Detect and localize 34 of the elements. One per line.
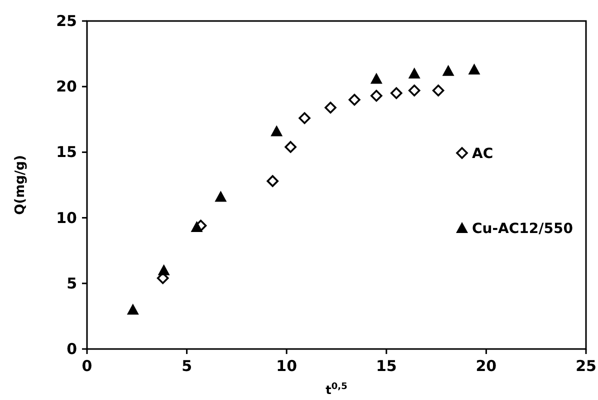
- legend-label: Cu-AC12/550: [472, 221, 574, 237]
- point: [370, 72, 382, 84]
- point: [408, 84, 420, 96]
- point: [348, 94, 360, 106]
- point: [266, 175, 279, 187]
- point: [324, 102, 336, 114]
- point: [284, 141, 296, 153]
- point: [432, 84, 444, 96]
- x-tick-label: 20: [476, 357, 497, 375]
- point: [298, 112, 310, 124]
- point: [270, 125, 283, 136]
- x-tick-label: 5: [182, 357, 192, 375]
- point: [442, 64, 454, 76]
- x-tick-label: 15: [376, 357, 397, 375]
- y-tick-label: 10: [56, 208, 77, 227]
- legend-label: AC: [472, 146, 494, 162]
- point: [126, 304, 139, 315]
- point: [214, 190, 227, 202]
- point: [370, 90, 382, 102]
- x-tick-label: 10: [276, 357, 298, 375]
- x-tick-label: 0: [82, 357, 92, 375]
- point: [468, 64, 480, 75]
- point: [408, 67, 420, 78]
- y-tick-label: 5: [66, 274, 77, 292]
- point: [158, 264, 170, 276]
- y-tick-label: 0: [66, 340, 77, 358]
- y-tick-label: 20: [56, 78, 77, 96]
- y-tick-label: 15: [56, 143, 77, 162]
- y-tick-label: 25: [56, 12, 77, 30]
- point: [390, 87, 402, 100]
- x-tick-label: 25: [576, 357, 596, 375]
- point: [190, 220, 203, 232]
- y-axis-title: Q(mg/g): [13, 155, 28, 215]
- x-axis-title: t$^{0,5}$: [326, 382, 348, 397]
